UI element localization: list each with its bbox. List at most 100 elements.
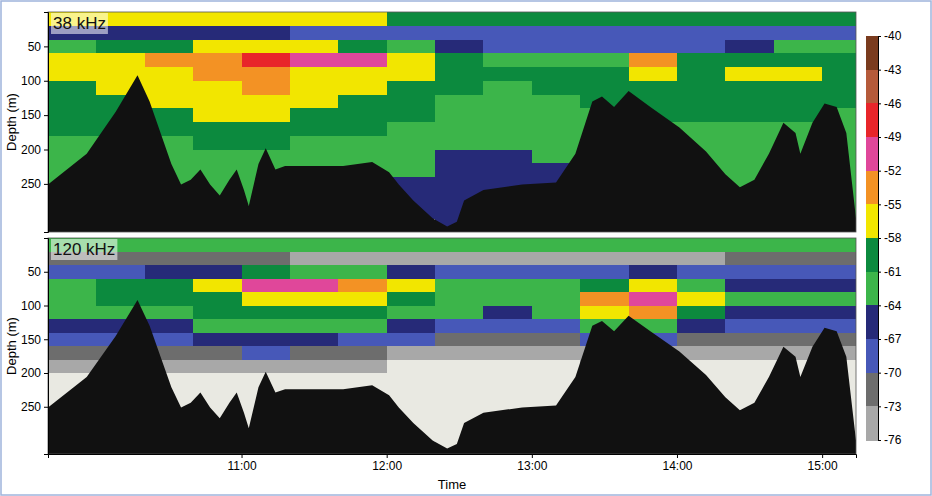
heat-cell [193, 279, 242, 293]
tick: 100 [21, 74, 48, 88]
heat-cell [435, 163, 484, 177]
heat-cell [145, 26, 194, 40]
heat-cell [145, 279, 194, 293]
heat-cell [629, 279, 678, 293]
heat-cell [725, 95, 774, 109]
heat-cell [629, 26, 678, 40]
heat-cell [532, 53, 581, 67]
heat-cell [725, 265, 774, 279]
heat-cell [774, 238, 823, 252]
tick-mark [878, 204, 881, 205]
tick-mark [44, 184, 48, 185]
heat-cell [483, 238, 532, 252]
heat-cell [435, 136, 484, 150]
heat-cell [435, 26, 484, 40]
seabed [48, 300, 856, 454]
heat-cell [193, 252, 242, 266]
axis-line [44, 239, 49, 455]
heat-cell [242, 53, 291, 67]
heat-cell [677, 279, 726, 293]
heat-cell [48, 53, 97, 67]
heat-cell [338, 346, 387, 360]
heat-cell [822, 265, 856, 279]
heat-cell [725, 40, 774, 54]
heat-cell [725, 306, 774, 320]
heat-cell [96, 53, 145, 67]
colorbar-band [866, 137, 878, 171]
axis-line [879, 37, 882, 441]
heat-cell [725, 292, 774, 306]
y-axis: 50100150200250 [21, 239, 49, 455]
heat-cell [48, 265, 97, 279]
heat-cell [483, 373, 532, 387]
heat-cell [242, 40, 291, 54]
heat-cell [290, 81, 339, 95]
heat-cell [435, 238, 484, 252]
heat-cell [242, 333, 291, 347]
heat-cell [774, 306, 823, 320]
heat-cell [435, 177, 484, 191]
tick-mark [44, 150, 48, 151]
heat-cell [629, 238, 678, 252]
heat-cell [483, 81, 532, 95]
heat-cell [242, 122, 291, 136]
colorbar-band [866, 339, 878, 373]
heat-cell [290, 279, 339, 293]
heat-cell [677, 12, 726, 26]
tick-label: -52 [884, 164, 902, 178]
colorbar-band [866, 36, 878, 70]
tick-mark [387, 454, 388, 458]
y-axis: 50100150200250 [21, 13, 49, 233]
heat-cell [387, 108, 436, 122]
heat-cell [290, 319, 339, 333]
heat-cell [483, 12, 532, 26]
colorbar-band [866, 305, 878, 339]
heat-cell [387, 387, 436, 401]
heat-cell [435, 67, 484, 81]
heat-cell [532, 67, 581, 81]
heat-cell [435, 122, 484, 136]
tick: 250 [21, 177, 48, 191]
chart-svg: 50100150200250Depth (m)38 kHz50100150200… [0, 0, 932, 496]
heat-cell [48, 95, 97, 109]
panel: 5010015020025011:0012:0013:0014:0015:00D… [4, 238, 856, 492]
tick-mark [44, 407, 48, 408]
colorbar: -40-43-46-49-52-55-58-61-64-67-70-73-76 [866, 29, 902, 447]
chart-root: 50100150200250Depth (m)38 kHz50100150200… [0, 0, 932, 496]
heat-cell [48, 67, 97, 81]
axis-title: Time [438, 477, 466, 492]
heat-cell [580, 292, 629, 306]
heat-cell [725, 53, 774, 67]
heat-cell [387, 150, 436, 164]
tick-label: -67 [884, 332, 902, 346]
heat-cell [580, 238, 629, 252]
heat-cell [435, 373, 484, 387]
plot-frame [48, 12, 856, 232]
heat-cell [580, 67, 629, 81]
tick: -64 [878, 299, 902, 313]
heat-cell [193, 319, 242, 333]
tick-label: -58 [884, 231, 902, 245]
heat-cell [580, 306, 629, 320]
heat-cell [774, 67, 823, 81]
panel-title: 38 kHz [53, 14, 106, 33]
heat-cell [387, 40, 436, 54]
heat-cell [338, 319, 387, 333]
heat-cell [677, 333, 726, 347]
heat-cell [290, 150, 339, 164]
heat-cell [338, 292, 387, 306]
heat-cell [483, 292, 532, 306]
heat-cell [483, 252, 532, 266]
heat-cell [677, 108, 726, 122]
heat-cell [242, 81, 291, 95]
heat-cell [532, 108, 581, 122]
heat-cell [242, 360, 291, 374]
heat-cell [483, 306, 532, 320]
tick-label: 14:00 [662, 459, 692, 473]
heat-cell [435, 40, 484, 54]
heat-cell [387, 136, 436, 150]
heat-cell [629, 40, 678, 54]
heat-cell [629, 252, 678, 266]
heat-cell [725, 108, 774, 122]
tick: 250 [21, 400, 48, 414]
